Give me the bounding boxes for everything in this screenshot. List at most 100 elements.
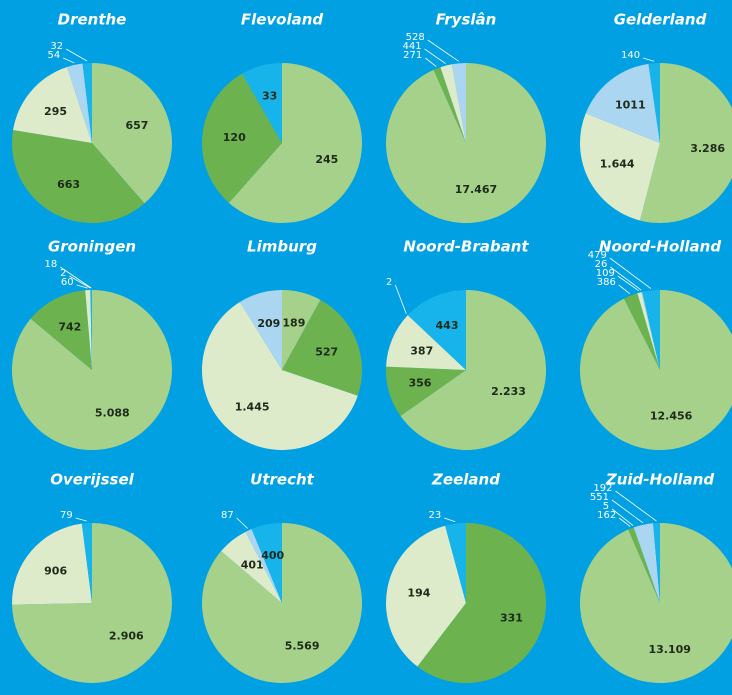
data-label: 54 <box>48 50 61 61</box>
leader-line <box>59 266 92 289</box>
pie-slice <box>202 73 282 203</box>
chart-title: Groningen <box>48 238 136 256</box>
data-label: 245 <box>315 153 338 166</box>
pie-slice <box>433 67 466 143</box>
data-label: 33 <box>262 90 277 103</box>
data-label: 2.906 <box>109 630 144 643</box>
pie-slice <box>12 290 173 450</box>
pie-slice <box>386 63 546 223</box>
chart-title: Gelderland <box>614 11 707 29</box>
pie-slice <box>653 523 660 603</box>
leader-line <box>615 490 657 522</box>
data-label: 32 <box>50 41 63 52</box>
data-label: 441 <box>403 41 422 52</box>
pie-slice <box>407 290 466 370</box>
pie-slice <box>221 531 282 603</box>
data-label: 5 <box>603 501 609 512</box>
pie-slice <box>633 527 660 603</box>
data-label: 551 <box>590 492 609 503</box>
data-label: 79 <box>60 510 73 521</box>
pie-slice <box>628 527 660 603</box>
pie-slice <box>440 64 466 143</box>
data-label: 401 <box>241 558 264 571</box>
pie-slice <box>228 63 362 223</box>
data-label: 271 <box>403 50 422 61</box>
leader-line <box>69 275 91 289</box>
data-label: 162 <box>597 510 616 521</box>
leader-line <box>610 266 642 291</box>
leader-line <box>444 517 456 523</box>
data-label: 387 <box>410 344 433 357</box>
pie-slice <box>12 129 145 223</box>
leader-line <box>609 257 652 289</box>
leader-line <box>65 48 88 62</box>
leader-line <box>618 284 631 295</box>
data-label: 331 <box>500 611 523 624</box>
chart-title: Noord-Brabant <box>403 238 529 256</box>
data-label: 140 <box>621 50 640 61</box>
pie-slice <box>13 67 93 143</box>
pie-slice <box>239 290 282 370</box>
pie-slice <box>637 292 660 370</box>
leader-line <box>618 517 631 527</box>
pie-slice <box>407 315 466 370</box>
leader-line <box>427 39 459 62</box>
leader-line <box>424 48 446 64</box>
data-label: 2 <box>386 277 392 288</box>
data-label: 742 <box>58 320 81 333</box>
data-label: 3.286 <box>690 142 725 155</box>
chart-title: Noord-Holland <box>599 238 721 256</box>
pie-slice <box>639 63 732 223</box>
pie-slice <box>90 290 92 370</box>
data-label: 663 <box>57 178 80 191</box>
pie-slice <box>385 525 466 667</box>
leader-line <box>611 508 634 526</box>
chart-title: Flevoland <box>241 11 324 29</box>
pie-slice <box>82 63 92 143</box>
pie-slice <box>85 290 92 370</box>
chart-title: Zuid-Holland <box>605 471 715 489</box>
data-label: 356 <box>408 376 431 389</box>
pie-slice <box>67 63 92 143</box>
data-label: 2.233 <box>491 385 526 398</box>
data-label: 87 <box>221 510 234 521</box>
data-label: 13.109 <box>648 643 690 656</box>
data-label: 120 <box>223 131 246 144</box>
data-label: 443 <box>436 319 459 332</box>
leader-line <box>617 275 640 292</box>
pie-slice <box>642 290 660 370</box>
data-label: 295 <box>44 105 67 118</box>
pie-slice <box>648 63 660 143</box>
data-label: 209 <box>257 317 280 330</box>
pie-slice <box>90 290 92 370</box>
data-label: 1.644 <box>600 158 635 171</box>
data-label: 906 <box>44 565 67 578</box>
pie-slice <box>92 63 173 204</box>
data-label: 60 <box>61 277 74 288</box>
pie-slice <box>580 113 660 221</box>
pie-slice <box>245 528 282 603</box>
pie-slice <box>30 290 92 370</box>
leader-line <box>236 517 248 529</box>
pie-slice <box>251 523 282 603</box>
pie-slice <box>81 523 92 603</box>
data-label: 109 <box>596 268 615 279</box>
pie-slice <box>580 290 732 450</box>
data-label: 12.456 <box>650 410 693 423</box>
pie-slice <box>585 63 660 143</box>
pie-slice <box>242 63 282 143</box>
data-label: 386 <box>597 277 616 288</box>
pie-slice <box>12 523 92 605</box>
pie-slice <box>641 291 660 370</box>
data-label: 657 <box>125 119 148 132</box>
data-label: 23 <box>428 510 441 521</box>
data-label: 189 <box>282 316 305 329</box>
chart-title: Utrecht <box>250 471 314 489</box>
data-label: 527 <box>315 346 338 359</box>
pie-slice <box>623 293 660 370</box>
pie-slice <box>580 523 732 683</box>
pie-slice <box>633 523 660 603</box>
pie-slice <box>400 290 546 450</box>
data-label: 5.569 <box>285 640 320 653</box>
